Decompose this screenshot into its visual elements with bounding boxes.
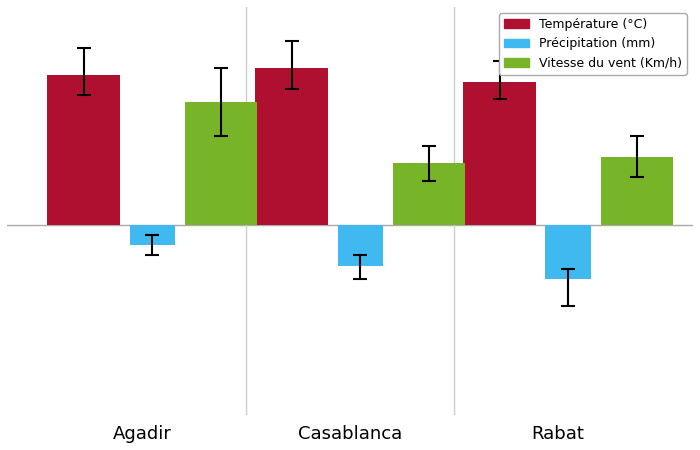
- Legend: Température (°C), Précipitation (mm), Vitesse du vent (Km/h): Température (°C), Précipitation (mm), Vi…: [499, 13, 687, 75]
- Bar: [463, 82, 536, 225]
- Bar: [48, 75, 120, 225]
- Bar: [130, 225, 176, 245]
- Bar: [185, 102, 258, 225]
- Bar: [337, 225, 384, 266]
- Bar: [545, 225, 592, 279]
- Bar: [601, 157, 673, 225]
- Bar: [393, 163, 466, 225]
- Bar: [256, 68, 328, 225]
